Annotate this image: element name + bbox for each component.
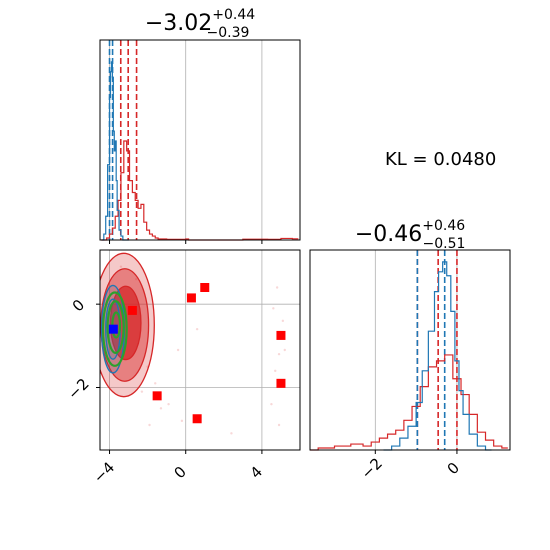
scatter-faint-points <box>119 265 286 435</box>
scatter-x-ticks: −4 0 4 <box>90 450 266 487</box>
faint-sample-point <box>270 402 273 406</box>
faint-sample-point <box>140 390 144 393</box>
hist2-title-sup: +0.46 <box>422 218 465 234</box>
faint-sample-point <box>154 382 157 385</box>
faint-sample-point <box>195 327 199 331</box>
hist1-title-sup: +0.44 <box>212 7 255 23</box>
hist2-red-histogram <box>310 354 508 451</box>
x-tick-label: 0 <box>444 459 463 478</box>
green-contour-level <box>101 291 128 367</box>
hist1-red-quantiles <box>119 40 138 240</box>
red-square-marker <box>276 378 286 388</box>
scatter-red-markers <box>127 283 286 424</box>
faint-sample-point <box>283 348 286 352</box>
x-tick-label: 0 <box>170 463 189 482</box>
hist1-blue-histogram <box>101 61 129 241</box>
faint-sample-point <box>230 432 233 435</box>
faint-sample-point <box>148 423 151 427</box>
panel-hist-param1: −3.02+0.44 −0.39 <box>99 7 301 244</box>
red-square-marker <box>186 293 196 303</box>
red-square-marker <box>192 414 202 424</box>
faint-sample-point <box>274 369 277 373</box>
red-square-marker <box>152 391 162 401</box>
hist1-title-main: −3.02 <box>145 11 212 36</box>
red-square-marker <box>276 330 286 340</box>
hist2-x-ticks: −2 0 <box>358 450 463 483</box>
hist2-blue-quantiles <box>416 250 446 450</box>
green-contour-level <box>106 300 125 355</box>
hist2-title-sub: −0.51 <box>423 236 466 252</box>
hist1-frame <box>99 39 301 241</box>
faint-sample-point <box>281 319 285 323</box>
hist2-title: −0.46+0.46 −0.51 <box>355 218 466 252</box>
red-square-marker <box>200 283 210 292</box>
scatter-blue-marker-group <box>108 324 118 334</box>
faint-sample-point <box>272 307 275 310</box>
faint-sample-point <box>119 265 123 268</box>
faint-sample-point <box>134 277 138 281</box>
blue-square-marker <box>108 324 118 334</box>
hist1-title: −3.02+0.44 −0.39 <box>145 7 255 41</box>
hist1-x-ticks <box>109 240 263 244</box>
hist2-title-main: −0.46 <box>355 222 422 247</box>
y-tick-label: −2 <box>64 375 92 403</box>
hist1-title-sub: −0.39 <box>207 25 250 41</box>
scatter-y-ticks: −2 0 <box>64 296 100 403</box>
faint-sample-point <box>167 402 170 406</box>
hist2-blue-histogram <box>383 261 492 451</box>
faint-sample-point <box>277 352 281 356</box>
faint-sample-point <box>159 407 163 410</box>
panel-hist-param2: −2 0 −0.46+0.46 −0.51 <box>309 218 511 483</box>
faint-sample-point <box>176 348 180 352</box>
faint-sample-point <box>180 419 184 423</box>
hist1-red-histogram <box>100 140 299 241</box>
scatter-frame <box>99 249 301 451</box>
hist2-frame <box>309 249 511 451</box>
x-tick-label: −2 <box>358 454 386 482</box>
kl-annotation: KL = 0.0480 <box>385 149 496 170</box>
red-square-marker <box>127 305 137 315</box>
faint-sample-point <box>275 286 279 289</box>
x-tick-label: −4 <box>90 458 118 486</box>
faint-sample-point <box>277 423 281 427</box>
panel-scatter-2d: −4 0 4 −2 0 <box>64 249 301 487</box>
hist1-grid <box>109 40 263 240</box>
y-tick-label: 0 <box>69 296 88 315</box>
x-tick-label: 4 <box>247 463 266 482</box>
